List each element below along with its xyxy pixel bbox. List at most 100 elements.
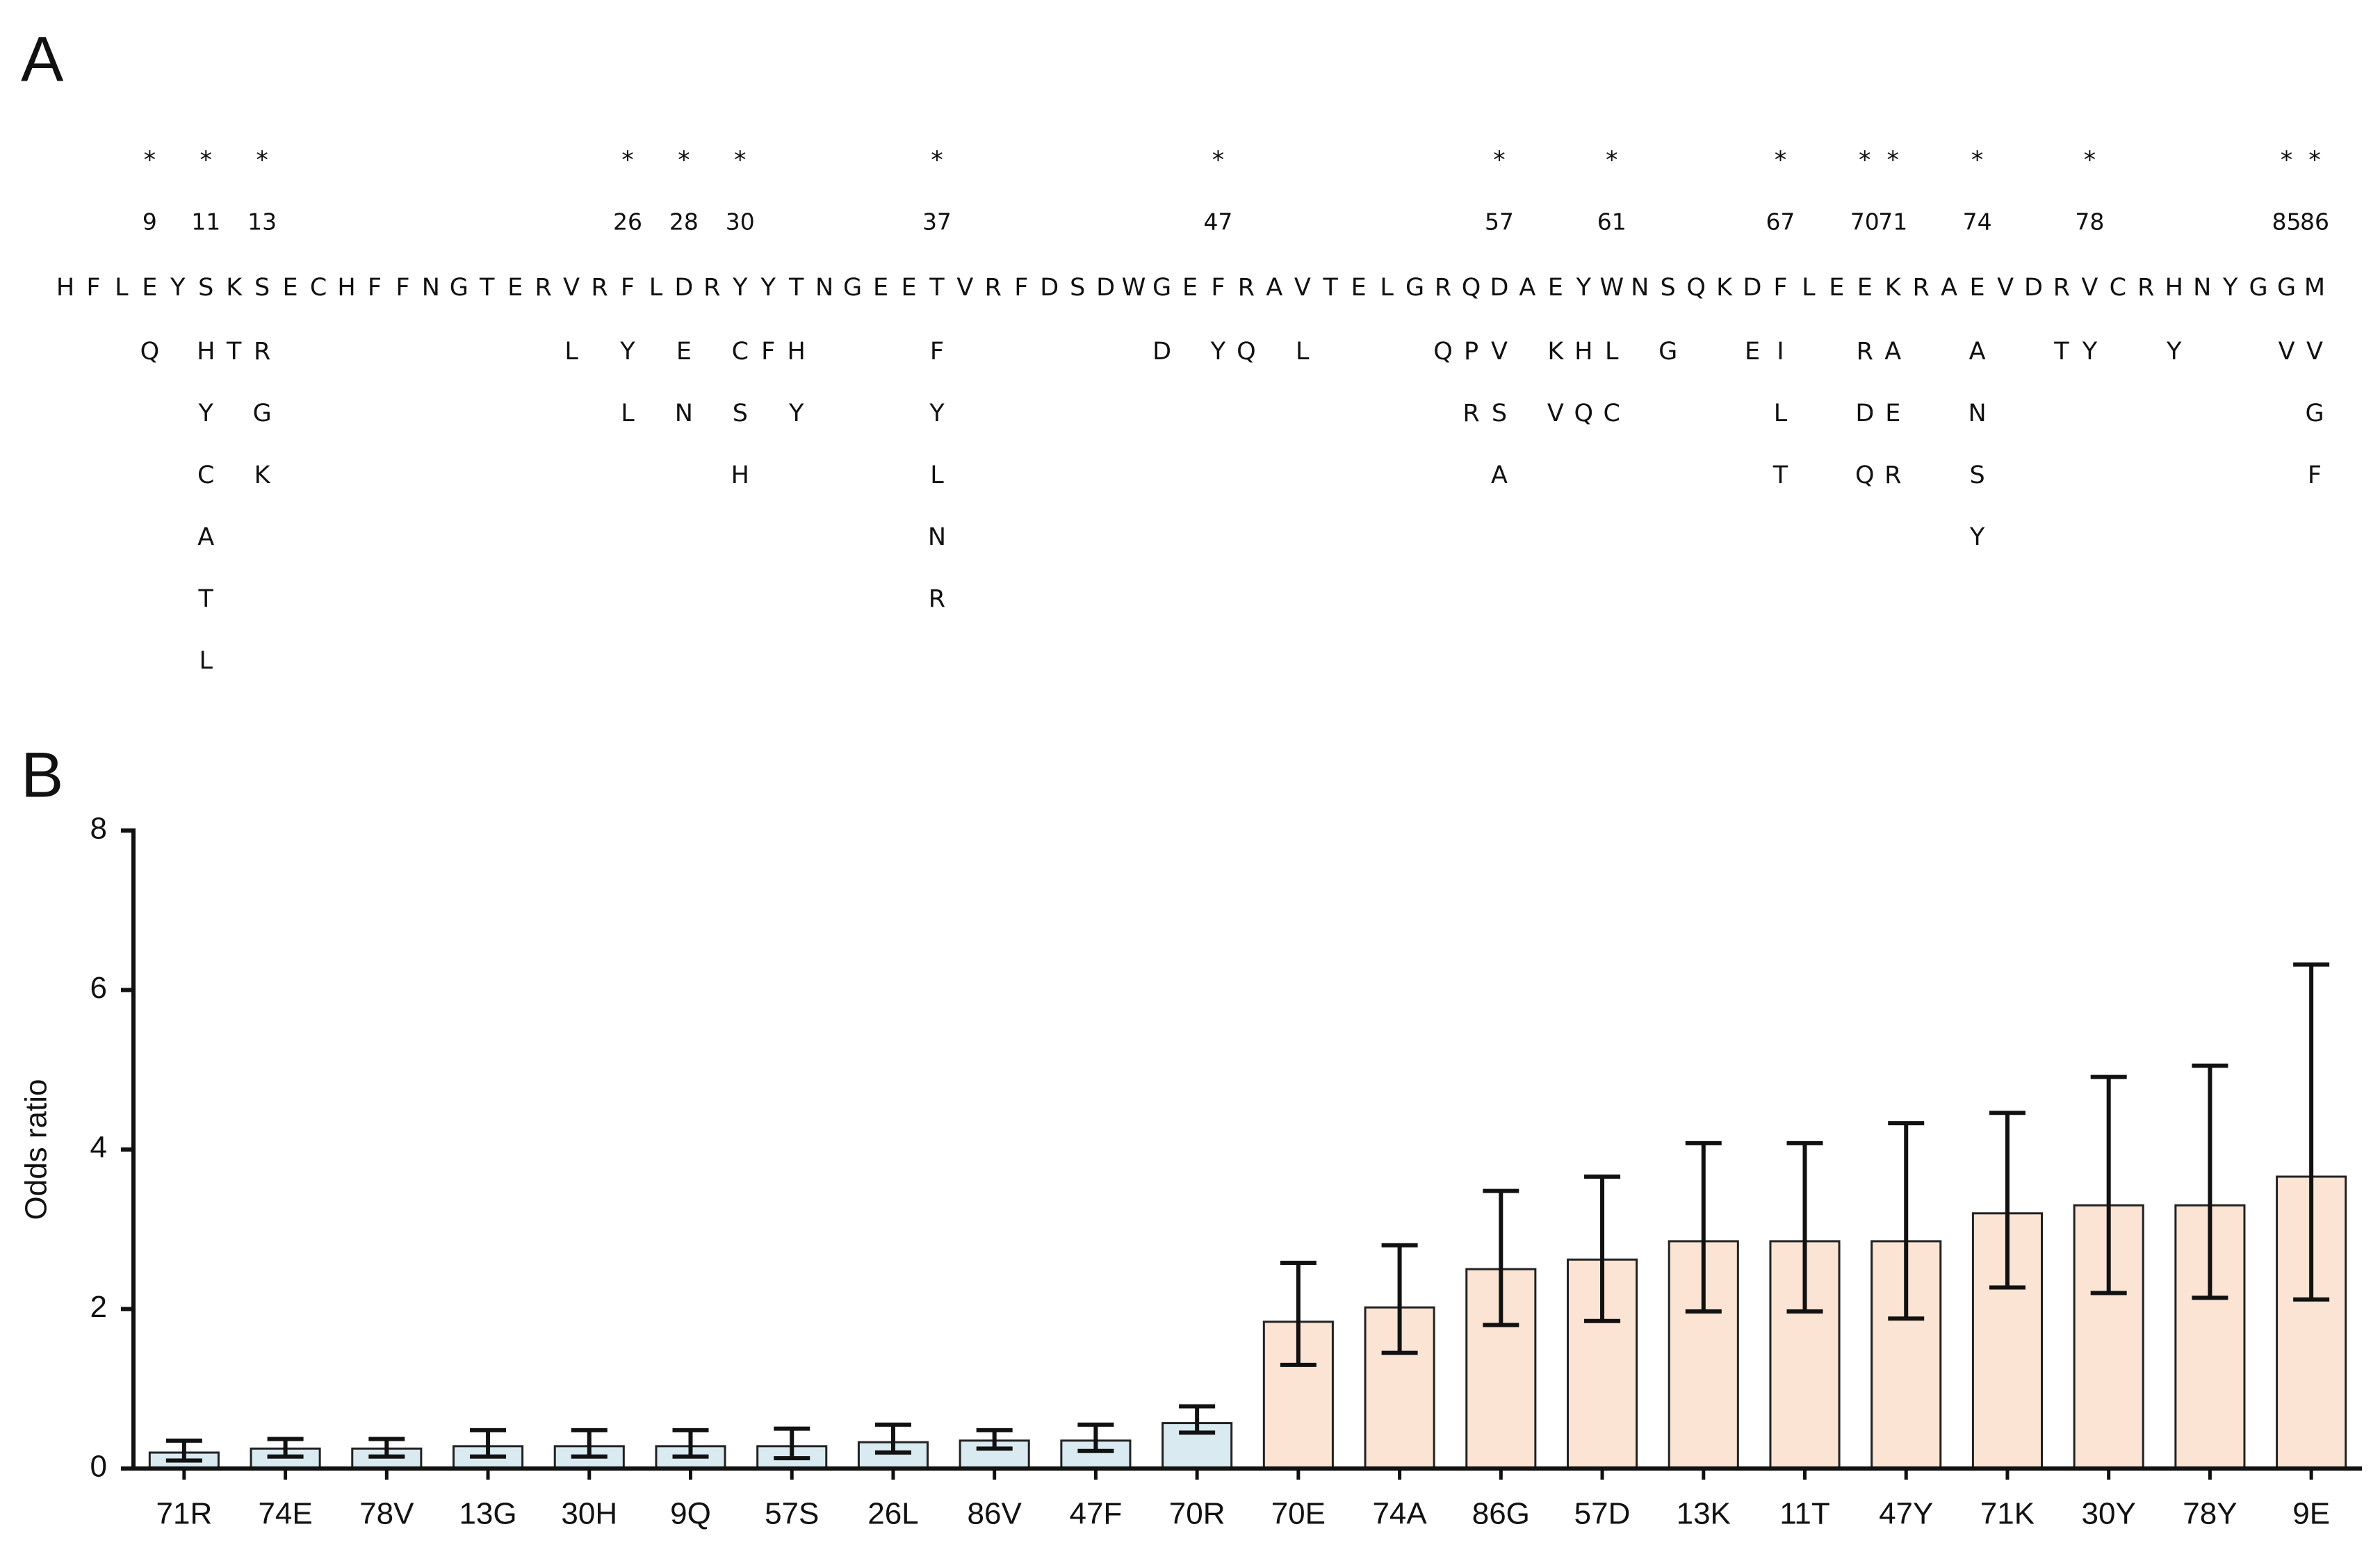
residue: E [1970, 274, 1985, 302]
position-number: 71 [1878, 208, 1907, 236]
variant: R [1857, 338, 1873, 366]
y-tick-label: 2 [90, 1290, 107, 1324]
variant: Y [2082, 338, 2098, 366]
residue: R [2137, 274, 2154, 302]
variant: K [1547, 338, 1564, 366]
variant: Q [1574, 400, 1594, 427]
position-number: 86 [2300, 208, 2329, 236]
variant: L [564, 338, 578, 366]
panel-label: A [21, 24, 64, 95]
variant: Q [1237, 338, 1256, 366]
residue: L [649, 274, 663, 302]
y-tick-label: 4 [90, 1131, 107, 1165]
error-bar [470, 1428, 507, 1459]
y-tick-label: 0 [90, 1450, 107, 1484]
position-number: 26 [613, 208, 642, 236]
variant: Y [198, 400, 214, 427]
variant: N [1969, 400, 1987, 427]
panel-label: B [21, 739, 63, 810]
residue: D [1743, 274, 1762, 302]
variant: T [2053, 338, 2069, 366]
residue: E [1548, 274, 1563, 302]
variant: V [2279, 338, 2295, 366]
marker: * [1775, 147, 1787, 174]
x-tick-label: 74E [258, 1497, 312, 1531]
x-tick-label: 57D [1574, 1497, 1631, 1531]
variant: L [930, 461, 944, 489]
residue: N [1631, 274, 1649, 302]
marker: * [2084, 147, 2096, 174]
residue: R [985, 274, 1002, 302]
error-bar [2293, 962, 2330, 1302]
residue: V [956, 274, 973, 302]
error-bar [976, 1428, 1013, 1451]
variant: Y [929, 400, 945, 427]
variant: R [929, 585, 945, 613]
variant: L [1605, 338, 1619, 366]
residue: G [2249, 274, 2268, 302]
position-number: 70 [1850, 208, 1880, 236]
variant: L [621, 400, 635, 427]
position-number: 57 [1485, 208, 1514, 236]
position-number: 37 [922, 208, 952, 236]
residue: A [1519, 274, 1535, 302]
variant: Q [1855, 461, 1875, 489]
variant: R [254, 338, 270, 366]
residue: T [479, 274, 495, 302]
variant: R [1462, 400, 1479, 427]
residue: R [535, 274, 551, 302]
variant: H [1574, 338, 1592, 366]
variant: H [197, 338, 215, 366]
residue: T [929, 274, 945, 302]
variant: K [254, 461, 271, 489]
variant: H [788, 338, 806, 366]
residue: F [396, 274, 409, 302]
variant: G [1658, 338, 1677, 366]
x-tick-label: 57S [765, 1497, 819, 1531]
residue: E [507, 274, 523, 302]
residue: W [1122, 274, 1146, 302]
variant: Y [788, 400, 804, 427]
variant: T [226, 338, 242, 366]
variant: H [731, 461, 749, 489]
variant: C [197, 461, 214, 489]
residue: E [142, 274, 157, 302]
residue: H [2165, 274, 2183, 302]
error-bar [1989, 1111, 2026, 1290]
variant: S [1969, 461, 1984, 489]
residue: F [1014, 274, 1028, 302]
error-bar [2192, 1063, 2228, 1300]
x-tick-label: 78Y [2183, 1497, 2237, 1531]
residue: S [254, 274, 270, 302]
variant: F [930, 338, 944, 366]
variant: T [198, 585, 214, 613]
y-axis-label: Odds ratio [19, 1079, 54, 1220]
residue: C [2110, 274, 2126, 302]
error-bar [1179, 1404, 1216, 1435]
variant: V [1491, 338, 1508, 366]
x-tick-label: 71K [1980, 1497, 2035, 1531]
x-tick-label: 30H [561, 1497, 617, 1531]
residue: E [283, 274, 298, 302]
residue: T [1323, 274, 1339, 302]
y-tick-label: 6 [90, 971, 107, 1005]
residue: H [337, 274, 355, 302]
error-bar [1685, 1140, 1722, 1314]
residue: Y [2222, 274, 2238, 302]
x-tick-label: 11T [1779, 1497, 1830, 1531]
residue: R [1238, 274, 1255, 302]
variant: S [733, 400, 748, 427]
residue: F [1773, 274, 1787, 302]
error-bar [1584, 1175, 1621, 1323]
residue: H [56, 274, 74, 302]
variant: V [2306, 338, 2323, 366]
x-tick-label: 78V [359, 1497, 414, 1531]
residue: Y [170, 274, 186, 302]
position-number: 47 [1203, 208, 1232, 236]
residue: V [1997, 274, 2014, 302]
variant: N [675, 400, 693, 427]
x-tick-label: 9E [2292, 1497, 2330, 1531]
position-number: 74 [1963, 208, 1992, 236]
position-number: 61 [1597, 208, 1627, 236]
residue: T [788, 274, 804, 302]
